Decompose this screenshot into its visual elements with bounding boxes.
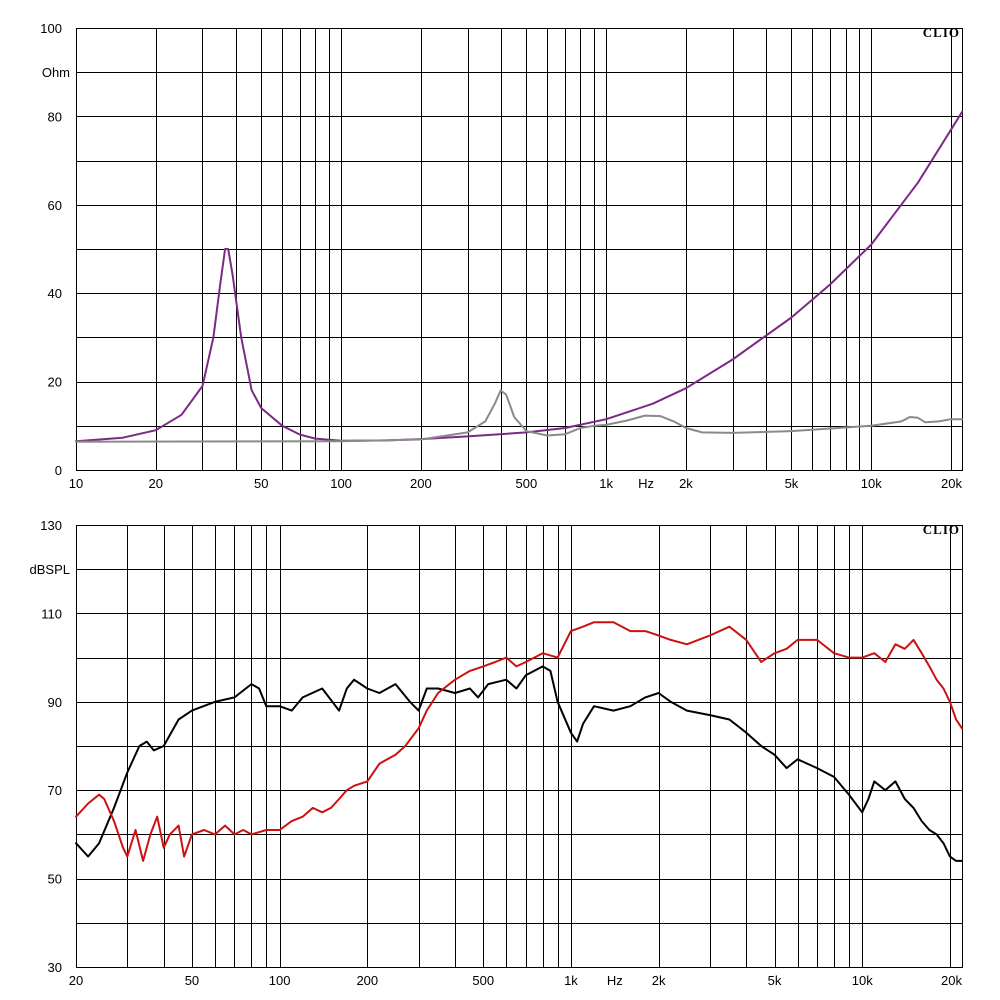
- y-tick-label: 0: [55, 463, 62, 478]
- x-tick-label: 2k: [652, 973, 666, 988]
- y-tick-label: 80: [48, 109, 62, 124]
- brand-logo-text: CLIO: [923, 25, 960, 40]
- chart-2: 30 50 70 90 110 130 dBSPL 20 50 100 200 500 1k 2k 5k 10…: [30, 518, 964, 988]
- y-tick-label: 110: [41, 606, 62, 621]
- x-tick-label: 5k: [785, 476, 799, 491]
- series-line-2: [75, 621, 963, 862]
- y-tick-label: 130: [40, 518, 62, 533]
- y-tick-label: 50: [48, 872, 62, 887]
- x-tick-label: 20k: [941, 973, 962, 988]
- y-tick-label: 70: [48, 783, 62, 798]
- x-tick-label: 20k: [941, 476, 962, 491]
- chart-1: 0 20 40 60 80 100 Ohm 10 20 50 100 200 500 1k 2k 5k 10k 2…: [40, 21, 964, 491]
- x-tick-label: 5k: [768, 973, 782, 988]
- series-line-1: [75, 111, 963, 443]
- y-tick-label: 40: [48, 286, 62, 301]
- x-tick-label: 500: [516, 476, 538, 491]
- x-tick-label: 100: [330, 476, 352, 491]
- brand-logo-text: CLIO: [923, 522, 960, 537]
- x-tick-label: 10k: [852, 973, 873, 988]
- x-tick-label: 20: [69, 973, 83, 988]
- x-tick-label: 2k: [679, 476, 693, 491]
- series-line-1: [75, 665, 963, 862]
- x-tick-label: 20: [149, 476, 163, 491]
- plot-frame: [75, 27, 964, 472]
- y-tick-label: 100: [40, 21, 62, 36]
- y-axis-label: dBSPL: [30, 562, 70, 577]
- x-tick-label: 200: [410, 476, 432, 491]
- x-tick-label: 500: [472, 973, 494, 988]
- x-tick-label: 10k: [861, 476, 882, 491]
- x-axis-label: Hz: [607, 973, 623, 988]
- x-tick-label: 50: [185, 973, 199, 988]
- x-tick-label: 10: [69, 476, 83, 491]
- x-tick-label: 200: [356, 973, 378, 988]
- x-tick-label: 100: [269, 973, 291, 988]
- y-tick-label: 30: [48, 960, 62, 975]
- y-tick-label: 20: [48, 375, 62, 390]
- y-tick-label: 60: [48, 198, 62, 213]
- x-tick-label: 1k: [599, 476, 613, 491]
- x-tick-label: 1k: [564, 973, 578, 988]
- y-axis-label: Ohm: [42, 65, 70, 80]
- y-tick-label: 90: [48, 695, 62, 710]
- x-axis-label: Hz: [638, 476, 654, 491]
- series-line-2: [75, 389, 963, 443]
- x-tick-label: 50: [254, 476, 268, 491]
- plot-frame: [75, 524, 964, 969]
